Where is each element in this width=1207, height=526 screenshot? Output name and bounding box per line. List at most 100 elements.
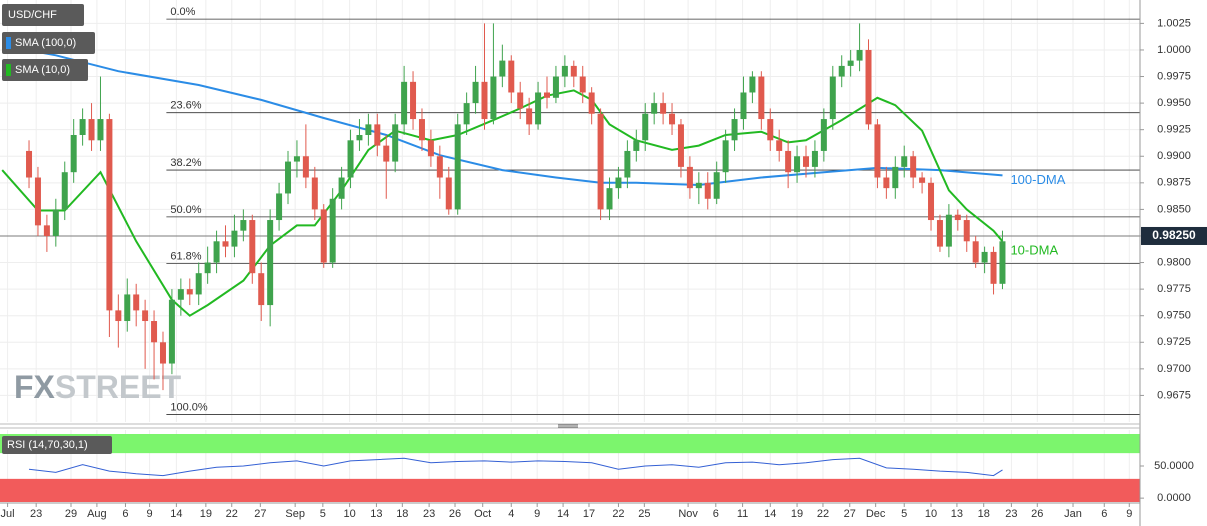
oversold-zone — [0, 478, 1140, 502]
x-tick-label: 22 — [817, 508, 829, 520]
x-tick-label: 13 — [370, 508, 382, 520]
x-tick-label: 26 — [1031, 508, 1043, 520]
candle-body — [731, 119, 738, 141]
candle-body — [508, 60, 515, 93]
overlay: 100-DMA 10-DMA 0.98250 — [1010, 172, 1207, 258]
watermark: FXSTREET — [14, 369, 182, 405]
candle-body — [258, 273, 265, 306]
overbought-zone — [0, 434, 1140, 454]
rsi-label-box — [2, 436, 112, 454]
plot-area: FXSTREET 0.0% 23.6% 38.2% 50.0% 61.8% 100.0% — [0, 6, 1140, 415]
candle-body — [785, 150, 792, 173]
x-tick-label: 14 — [557, 508, 569, 520]
candle-body — [704, 182, 711, 199]
candle-body — [267, 220, 274, 306]
legend-box — [2, 59, 88, 81]
candle-body — [240, 220, 247, 231]
x-tick-label: Sep — [285, 508, 305, 520]
separator-handle[interactable] — [558, 424, 578, 428]
candle-body — [865, 49, 872, 125]
candle-body — [847, 60, 854, 66]
candle-body — [472, 81, 479, 104]
x-tick-label: 27 — [254, 508, 266, 520]
legend-swatch — [6, 37, 11, 49]
candle-body — [392, 124, 399, 162]
candle-body — [159, 342, 166, 364]
candle-body — [838, 65, 845, 77]
candle-body — [151, 321, 158, 343]
candle-body — [945, 214, 952, 247]
x-tick-label: 9 — [534, 508, 540, 520]
candle-body — [293, 156, 300, 162]
candle-body — [981, 251, 988, 263]
x-tick-label: 23 — [423, 508, 435, 520]
candle-body — [802, 156, 809, 167]
x-tick-label: 19 — [200, 508, 212, 520]
candle-body — [106, 119, 113, 311]
candle-body — [365, 124, 372, 135]
candle-body — [740, 92, 747, 120]
candle-body — [43, 225, 50, 236]
x-tick-label: 26 — [449, 508, 461, 520]
candle-body — [579, 76, 586, 93]
y-tick-label: 0.9725 — [1157, 336, 1191, 348]
candle-body — [61, 172, 68, 210]
sma-label: 10-DMA — [1010, 243, 1058, 258]
candle-body — [320, 209, 327, 263]
legend-label: SMA (100,0) — [15, 37, 76, 49]
candle-body — [936, 220, 943, 247]
candle-body — [749, 76, 756, 93]
x-tick-label: Jan — [1064, 508, 1082, 520]
x-tick-label: 22 — [226, 508, 238, 520]
watermark-part: FX — [14, 369, 56, 405]
candle-body — [168, 299, 175, 364]
y-tick-label: 0.9900 — [1157, 150, 1191, 162]
candle-body — [186, 289, 193, 295]
rsi-title: RSI (14,70,30,1) — [7, 439, 88, 451]
x-tick-label: 14 — [170, 508, 182, 520]
candle-body — [776, 140, 783, 151]
x-tick-label: 18 — [978, 508, 990, 520]
candle-body — [454, 124, 461, 210]
candle-body — [418, 119, 425, 141]
candle-body — [856, 49, 863, 61]
candle-body — [561, 65, 568, 77]
y-tick-label: 50.0000 — [1154, 460, 1194, 472]
y-tick-label: 0.9675 — [1157, 389, 1191, 401]
legend-title: USD/CHF — [8, 9, 57, 21]
x-tick-label: 6 — [713, 508, 719, 520]
candle-body — [954, 214, 961, 221]
watermark-part: STREET — [55, 369, 182, 405]
fib-label: 0.0% — [170, 6, 195, 18]
candle-body — [990, 251, 997, 284]
x-tick-label: Nov — [678, 508, 698, 520]
candle-body — [794, 156, 801, 173]
legend: USD/CHF SMA (100,0) SMA (10,0) RSI (14,7… — [2, 4, 112, 454]
candle-body — [758, 76, 765, 120]
candle-body — [588, 92, 595, 114]
candle-body — [767, 119, 774, 141]
fib-label: 38.2% — [170, 157, 201, 169]
x-tick-label: 13 — [951, 508, 963, 520]
y-tick-label: 0.9750 — [1157, 310, 1191, 322]
legend-box — [2, 4, 84, 26]
sma-line — [2, 44, 1003, 187]
candle-body — [892, 166, 899, 189]
candle-body — [52, 209, 59, 236]
x-tick-label: 17 — [583, 508, 595, 520]
candle-body — [311, 177, 318, 210]
y-tick-label: 0.9700 — [1157, 363, 1191, 375]
candle-body — [97, 119, 104, 141]
candle-body — [133, 294, 140, 311]
legend-box — [2, 32, 95, 54]
rsi-panel — [0, 434, 1140, 502]
candle-body — [213, 241, 220, 263]
sma-label: 100-DMA — [1010, 172, 1065, 187]
x-tick-label: 19 — [791, 508, 803, 520]
y-tick-label: 0.9800 — [1157, 256, 1191, 268]
candle-body — [633, 140, 640, 151]
y-tick-label: 1.0025 — [1157, 17, 1191, 29]
x-tick-label: 27 — [844, 508, 856, 520]
last-price-box — [1141, 226, 1207, 245]
x-tick-label: 9 — [1126, 508, 1132, 520]
